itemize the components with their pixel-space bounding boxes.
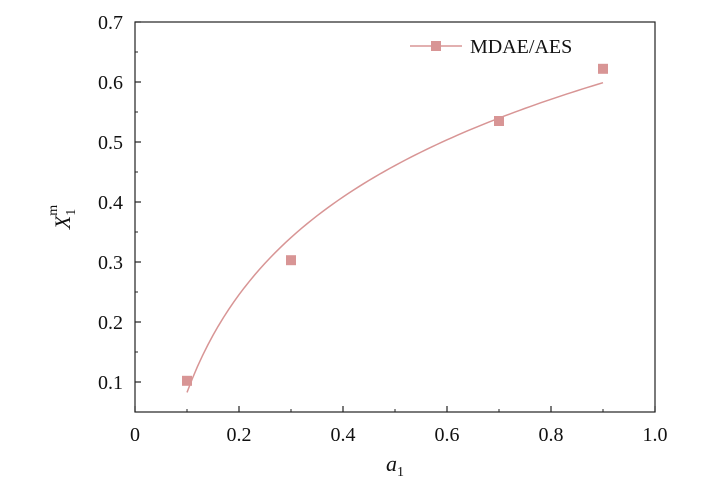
legend: MDAE/AES: [410, 36, 572, 58]
x-axis: 0 0.2 0.4 0.6 0.8 1.0: [130, 406, 668, 446]
svg-text:X1m: X1m: [46, 205, 79, 230]
data-point: [286, 255, 296, 266]
y-tick-label: 0.4: [98, 192, 123, 214]
legend-label: MDAE/AES: [470, 36, 572, 58]
y-tick-label: 0.5: [98, 132, 123, 154]
series-fit-line: [186, 81, 604, 393]
plot-area: [134, 21, 656, 413]
data-point: [182, 375, 192, 386]
y-axis-label: X1m: [46, 205, 79, 230]
y-tick-label: 0.6: [98, 72, 123, 94]
x-tick-label: 0: [130, 424, 140, 446]
y-tick-label: 0.7: [98, 12, 123, 34]
x-tick-label: 0.4: [331, 424, 356, 446]
y-tick-label: 0.3: [98, 252, 123, 274]
series-layer: [182, 63, 608, 393]
data-point: [598, 63, 608, 74]
y-axis: 0.1 0.2 0.3 0.4 0.5 0.6 0.7: [98, 12, 141, 394]
x-axis-label: a1: [386, 451, 404, 480]
y-tick-label: 0.1: [98, 372, 123, 394]
x-tick-label: 0.6: [435, 424, 460, 446]
plot-border: [134, 21, 656, 413]
x-tick-label: 0.8: [539, 424, 564, 446]
x-tick-label: 1.0: [643, 424, 668, 446]
legend-marker: [431, 41, 441, 51]
data-point: [494, 116, 504, 126]
y-tick-label: 0.2: [98, 312, 123, 334]
x-tick-label: 0.2: [227, 424, 252, 446]
